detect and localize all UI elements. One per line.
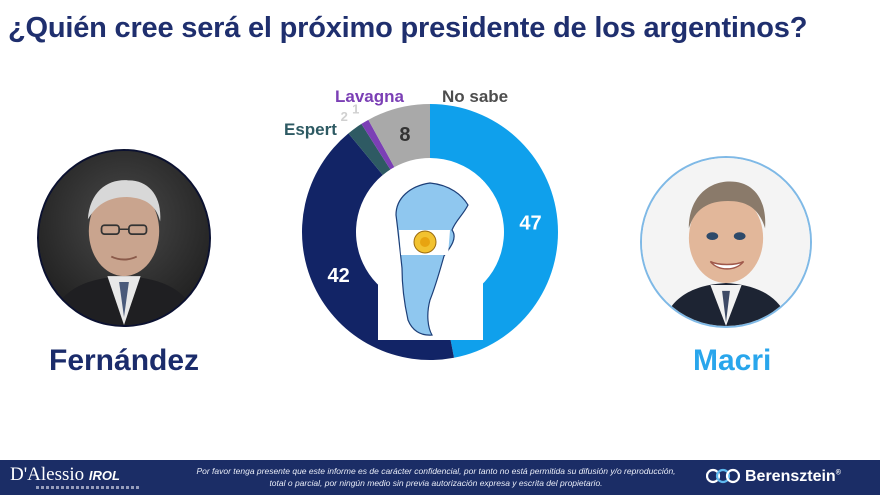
- dalessio-logo-subline: [36, 486, 140, 489]
- slice-fernandez: [302, 133, 454, 360]
- data-label-lavagna: 1: [352, 101, 359, 116]
- slice-no-sabe: [368, 104, 430, 168]
- legend-espert: Espert: [284, 120, 337, 139]
- berensztein-logo-icon: [706, 468, 740, 484]
- irol-logo-text: IROL: [88, 468, 120, 483]
- slice-espert: [348, 123, 391, 175]
- candidate-right-avatar: [640, 156, 812, 328]
- candidate-right-name: Macri: [693, 344, 772, 377]
- footer-bar: D'Alessio IROL Por favor tenga presente …: [0, 460, 880, 495]
- legend-lavagna: Lavagna: [335, 87, 405, 106]
- data-label-espert: 2: [341, 109, 348, 124]
- candidate-left-avatar: [37, 149, 211, 327]
- page-title: ¿Quién cree será el próximo presidente d…: [8, 12, 808, 44]
- candidate-left-name: Fernández: [49, 344, 200, 377]
- dalessio-logo-text: D'Alessio: [10, 464, 85, 485]
- berensztein-logo-text: Berensztein: [745, 468, 836, 485]
- confidential-disclaimer: Por favor tenga presente que este inform…: [196, 466, 676, 488]
- legend-no-sabe: No sabe: [442, 87, 508, 106]
- data-label-no-sabe: 8: [399, 124, 410, 146]
- portrait-right-image: [642, 158, 810, 326]
- donut-svg: 47 42 21 8 Espert Lavagna No sabe: [284, 87, 558, 360]
- registered-mark: ®: [835, 469, 841, 477]
- vote-donut-chart: 47 42 2 1 8 Espert Lavagna No sabe: [280, 80, 580, 380]
- data-label-fernandez: 42: [327, 265, 349, 287]
- data-label-macri: 47: [519, 212, 541, 234]
- berensztein-logo: Berensztein®: [706, 468, 841, 486]
- slice-lavagna: [361, 119, 395, 170]
- slice-macri: [430, 104, 558, 358]
- dalessio-logo: D'Alessio IROL: [10, 464, 120, 486]
- argentina-map-icon: [378, 180, 483, 340]
- portrait-left-image: [39, 151, 209, 325]
